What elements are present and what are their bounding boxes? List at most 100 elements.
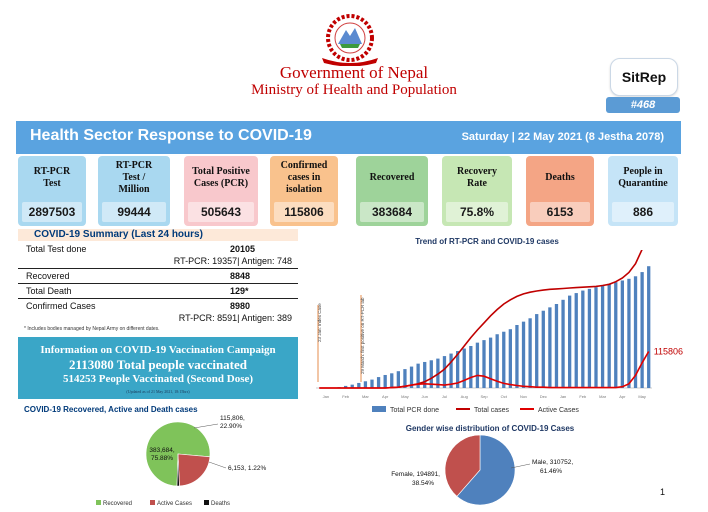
- summary-row: Total Death 129*: [18, 285, 298, 297]
- summary-subrow: RT-PCR: 8591| Antigen: 389: [18, 312, 298, 324]
- pcr-bar: [383, 374, 387, 388]
- pcr-bar: [502, 331, 506, 388]
- gender-pie-chart: Male, 310752, 61.46% Female, 194891, 38.54%: [391, 434, 573, 506]
- summary-value: 8848: [230, 271, 251, 281]
- slice-label: 383,684,: [149, 447, 174, 454]
- x-tick-label: Sep: [480, 394, 488, 399]
- x-tick-label: Apr: [382, 394, 389, 399]
- legend-swatch: [372, 406, 386, 412]
- trend-chart-title: Trend of RT-PCR and COVID-19 cases: [415, 237, 559, 246]
- pcr-bar: [521, 321, 526, 388]
- pcr-bar: [344, 385, 348, 388]
- x-tick-label: Apr: [619, 394, 626, 399]
- status-slice: [176, 453, 180, 487]
- pcr-bar: [594, 287, 598, 388]
- sitrep-badge: SitRep: [610, 58, 678, 96]
- slice-label: 38.54%: [412, 480, 434, 487]
- gender-pie-title: Gender wise distribution of COVID-19 Cas…: [405, 424, 575, 433]
- pcr-bar: [515, 325, 519, 388]
- x-tick-label: Jul: [442, 394, 447, 399]
- vaccination-total: 2113080 Total people vaccinated: [68, 357, 248, 372]
- x-tick-label: May: [401, 394, 409, 399]
- slice-label: 115,806,: [220, 415, 245, 422]
- pcr-bar: [587, 288, 592, 388]
- card-label: Confirmed cases in isolation: [280, 160, 328, 195]
- pcr-bar: [363, 381, 368, 388]
- card-recovered: Recovered 383684: [356, 156, 428, 226]
- summary-title: COVID-19 Summary (Last 24 hours): [18, 229, 298, 241]
- summary-value: 8980: [230, 301, 251, 311]
- x-tick-label: Jan: [560, 394, 566, 399]
- card-value: 115806: [274, 202, 334, 222]
- summary-subrow: RT-PCR: 19357| Antigen: 748: [18, 255, 298, 267]
- pcr-bar: [574, 293, 578, 388]
- title-banner: [16, 121, 681, 154]
- active-cases-line: [319, 351, 650, 389]
- slice-label: 22.90%: [220, 423, 242, 430]
- summary-row: Confirmed Cases 8980: [18, 300, 298, 312]
- x-tick-label: Aug: [461, 394, 468, 399]
- summary-value: 129*: [230, 286, 249, 296]
- pcr-bar: [508, 329, 512, 388]
- pcr-bar: [475, 342, 480, 388]
- nepal-emblem: [322, 14, 378, 66]
- summary-footnote: * Includes bodies managed by Nepal Army …: [24, 326, 160, 332]
- pcr-bar: [416, 363, 420, 388]
- status-slice: [177, 453, 211, 487]
- x-tick-label: Jun: [421, 394, 427, 399]
- x-tick-label: Nov: [520, 394, 527, 399]
- x-tick-label: Feb: [579, 394, 587, 399]
- summary-value: 20105: [230, 244, 256, 254]
- pcr-bar: [633, 276, 638, 388]
- gender-slice: [444, 434, 481, 497]
- card-recovery-rate: Recovery Rate 75.8%: [442, 156, 512, 226]
- pcr-bar: [614, 282, 618, 388]
- slice-label: Female, 194891,: [391, 471, 440, 478]
- card-label: RT-PCR Test / Million: [115, 160, 153, 195]
- annotation-label: 23 Jan: Index Case: [317, 303, 322, 342]
- pcr-bar: [469, 346, 473, 388]
- gov-title: Government of Nepal: [279, 63, 429, 82]
- card-label: Deaths: [545, 172, 575, 183]
- slice-label: 75.88%: [151, 455, 173, 462]
- pcr-bar: [554, 304, 559, 388]
- pcr-bar: [495, 334, 499, 388]
- pcr-bar: [396, 371, 400, 388]
- pcr-bar: [376, 377, 381, 388]
- pcr-bar: [620, 280, 624, 388]
- pcr-bar: [607, 283, 611, 388]
- slice-label: Male, 310752,: [532, 459, 573, 466]
- pcr-bar: [409, 366, 414, 388]
- vaccination-box: Information on COVID-19 Vaccination Camp…: [18, 337, 298, 399]
- x-tick-label: Jan: [323, 394, 329, 399]
- pcr-bar: [568, 295, 572, 388]
- x-tick-label: Feb: [342, 394, 350, 399]
- x-tick-label: Mar: [362, 394, 370, 399]
- pcr-bar: [581, 290, 585, 388]
- pcr-bar: [647, 266, 651, 388]
- x-tick-label: Mar: [599, 394, 607, 399]
- legend-label: Active Cases: [157, 501, 192, 507]
- leader-line: [510, 463, 531, 469]
- vaccination-title: Information on COVID-19 Vaccination Camp…: [40, 344, 276, 356]
- card-label: Recovery Rate: [457, 166, 497, 189]
- active-end-label: 115806: [654, 346, 683, 356]
- vaccination-note: (Updated as of 21 May 2021, 18:15hrs): [126, 389, 190, 394]
- pcr-bar: [456, 351, 460, 388]
- card-label: Total Positive Cases (PCR): [192, 166, 250, 189]
- pcr-bar: [350, 384, 354, 388]
- slice-label: 61.46%: [540, 468, 562, 475]
- legend-swatch: [96, 500, 101, 505]
- pcr-bar: [541, 310, 545, 388]
- page-number: 1: [660, 487, 666, 497]
- pcr-bar: [535, 314, 539, 388]
- pcr-bar: [627, 278, 631, 388]
- card-value: 505643: [188, 202, 254, 222]
- pcr-bar: [561, 299, 565, 388]
- card-total-positive: Total Positive Cases (PCR) 505643: [184, 156, 258, 226]
- card-label: RT-PCR Test: [33, 166, 71, 189]
- card-value: 886: [612, 202, 674, 222]
- x-tick-label: Dec: [540, 394, 547, 399]
- pcr-bar: [548, 307, 552, 388]
- card-quarantine: People in Quarantine 886: [608, 156, 678, 226]
